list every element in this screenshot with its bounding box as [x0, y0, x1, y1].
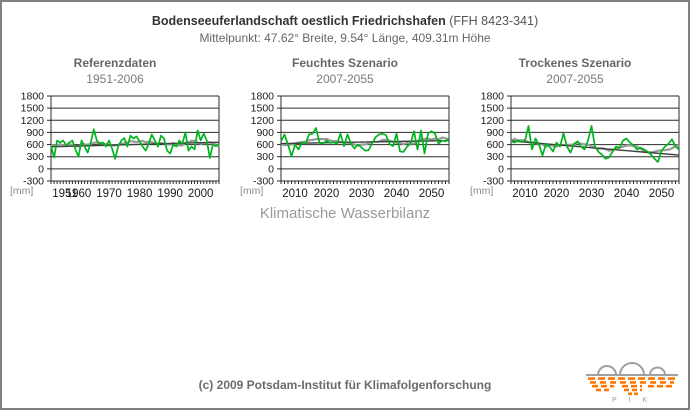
svg-text:2030: 2030: [579, 188, 605, 200]
svg-text:1500: 1500: [481, 103, 505, 115]
charts-caption: Klimatische Wasserbilanz: [259, 205, 431, 222]
chart-subtitle: 2007-2055: [316, 71, 374, 86]
svg-text:2050: 2050: [649, 188, 675, 200]
svg-text:1970: 1970: [96, 188, 122, 200]
svg-text:[mm]: [mm]: [240, 185, 263, 197]
report-header: Bodenseeuferlandschaft oestlich Friedric…: [2, 12, 688, 48]
svg-text:1500: 1500: [251, 103, 275, 115]
svg-text:1200: 1200: [481, 115, 505, 127]
svg-text:300: 300: [256, 151, 274, 163]
svg-text:600: 600: [26, 139, 44, 151]
svg-text:900: 900: [256, 127, 274, 139]
svg-text:2050: 2050: [419, 188, 445, 200]
svg-text:1200: 1200: [21, 115, 45, 127]
svg-text:1990: 1990: [157, 188, 183, 200]
svg-text:-300: -300: [483, 176, 504, 188]
svg-text:1200: 1200: [251, 115, 275, 127]
chart-block-referenzdaten: Referenzdaten 1951-2006 1800 1500 1200 900 6…: [9, 56, 221, 205]
svg-text:2020: 2020: [314, 188, 340, 200]
site-name: Bodenseeuferlandschaft oestlich Friedric…: [151, 14, 446, 28]
svg-text:[mm]: [mm]: [470, 185, 493, 197]
svg-text:300: 300: [26, 151, 44, 163]
chart-title: Trockenes Szenario: [518, 56, 632, 70]
svg-text:-300: -300: [23, 176, 44, 188]
svg-text:2020: 2020: [544, 188, 570, 200]
svg-text:300: 300: [486, 151, 504, 163]
svg-text:2010: 2010: [512, 188, 538, 200]
chart-subtitle: 1951-2006: [86, 71, 144, 86]
svg-text:600: 600: [256, 139, 274, 151]
svg-text:0: 0: [38, 164, 44, 176]
svg-text:2030: 2030: [349, 188, 375, 200]
svg-text:1800: 1800: [21, 91, 45, 103]
page-subtitle: Mittelpunkt: 47.62° Breite, 9.54° Länge,…: [199, 31, 491, 46]
svg-text:[mm]: [mm]: [10, 185, 33, 197]
pik-logo-label: P I K: [612, 397, 652, 404]
pik-logo-stripes: [588, 377, 676, 396]
chart-block-feuchtes-szenario: Feuchtes Szenario 2007-2055 1800 1500 1200…: [239, 56, 451, 205]
svg-text:900: 900: [486, 127, 504, 139]
svg-text:1960: 1960: [66, 188, 92, 200]
svg-text:600: 600: [486, 139, 504, 151]
svg-text:1980: 1980: [127, 188, 153, 200]
svg-text:2010: 2010: [282, 188, 308, 200]
chart-title: Referenzdaten: [73, 56, 157, 70]
svg-text:2000: 2000: [188, 188, 214, 200]
copyright-text: (c) 2009 Potsdam-Institut für Klimafolge…: [198, 378, 492, 392]
chart-block-trockenes-szenario: Trockenes Szenario 2007-2055 1800 1500 120…: [469, 56, 681, 205]
svg-text:1800: 1800: [481, 91, 505, 103]
svg-text:0: 0: [268, 164, 274, 176]
svg-text:0: 0: [498, 164, 504, 176]
chart-subtitle: 2007-2055: [546, 71, 604, 86]
svg-text:2040: 2040: [384, 188, 410, 200]
pik-logo: P I K: [586, 362, 678, 404]
charts-row: Referenzdaten 1951-2006 1800 1500 1200 900 6…: [2, 56, 688, 205]
svg-text:1500: 1500: [21, 103, 45, 115]
site-code: (FFH 8423-341): [449, 14, 539, 28]
svg-text:900: 900: [26, 127, 44, 139]
pik-logo-domes: [586, 362, 678, 376]
svg-text:2040: 2040: [614, 188, 640, 200]
svg-text:1951: 1951: [52, 188, 78, 200]
svg-text:-300: -300: [253, 176, 274, 188]
page-title: Bodenseeuferlandschaft oestlich Friedric…: [2, 12, 688, 30]
svg-text:1800: 1800: [251, 91, 275, 103]
chart-title: Feuchtes Szenario: [291, 56, 399, 70]
